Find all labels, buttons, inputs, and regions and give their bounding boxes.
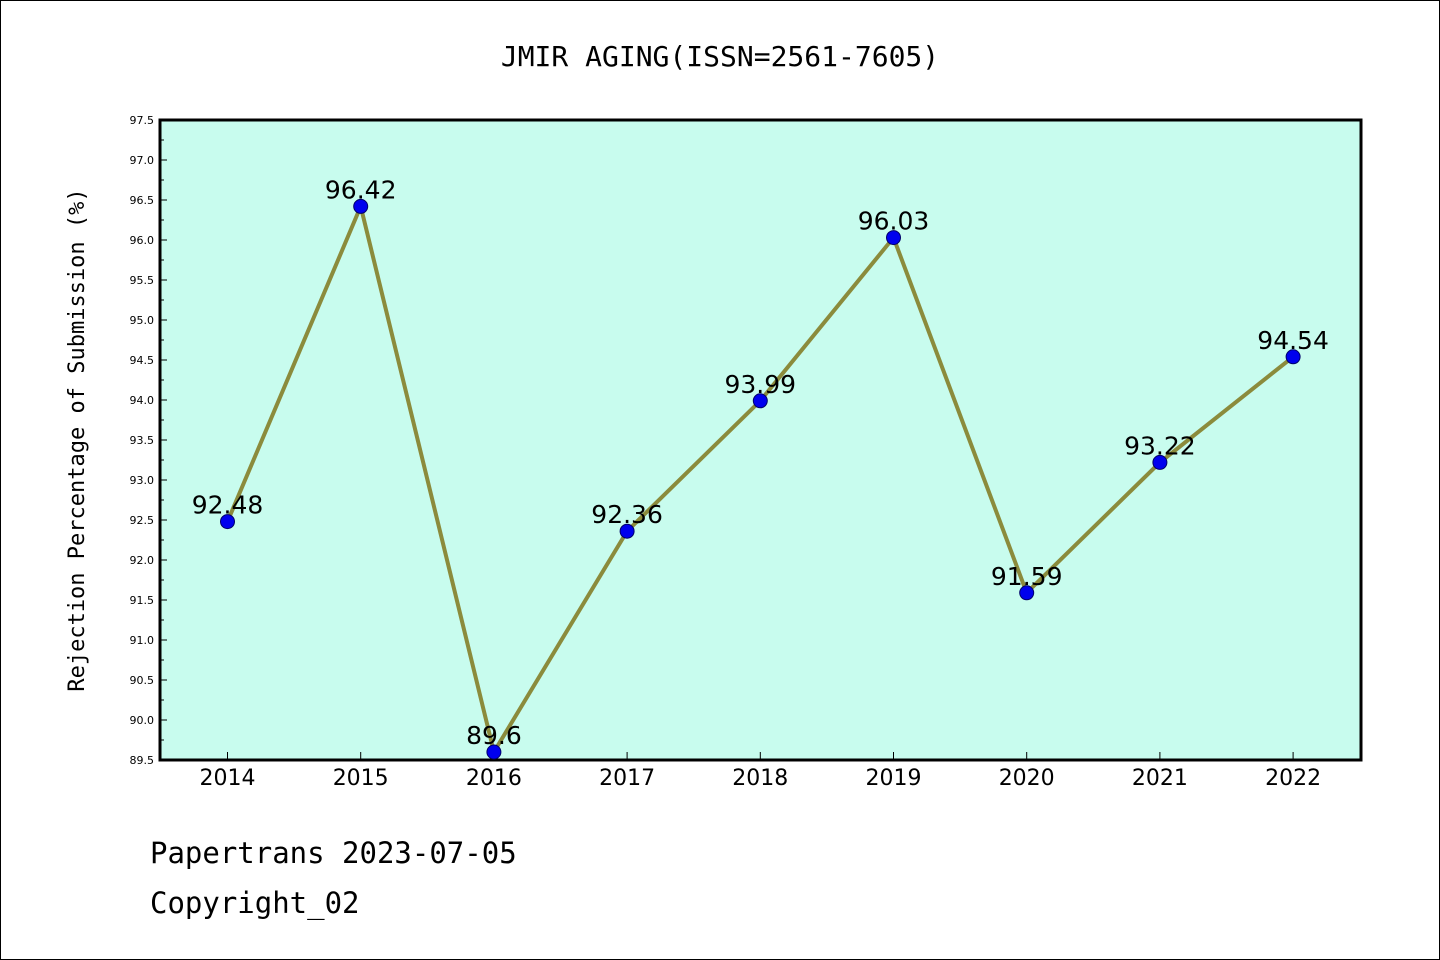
y-tick-label: 94.5 [130, 354, 155, 367]
y-tick-label: 95.0 [130, 314, 155, 327]
data-point [486, 744, 502, 760]
plot-area [158, 118, 1363, 762]
y-tick-label: 92.5 [130, 514, 155, 527]
data-label: 91.59 [991, 562, 1063, 591]
y-tick-label: 92.0 [130, 554, 155, 567]
y-axis-ticks: 89.5 90.0 90.5 91.0 91.5 92.0 92.5 93.0 93.5 94.0… [130, 114, 167, 767]
data-point [1285, 349, 1301, 365]
data-label: 92.48 [192, 491, 264, 520]
y-tick-label: 94.0 [130, 394, 155, 407]
footer-source: Papertrans 2023-07-05 [150, 836, 517, 870]
y-tick-label: 90.0 [130, 714, 155, 727]
y-tick-label: 93.0 [130, 474, 155, 487]
data-label: 96.42 [325, 175, 397, 204]
data-point [1152, 454, 1168, 470]
x-axis-ticks: 2014 2015 2016 2017 2018 2019 2020 2021 2022 [200, 752, 1321, 791]
data-point [752, 393, 768, 409]
series-line-group [220, 198, 1301, 760]
data-labels: 92.48 96.42 89.6 92.36 93.99 96.03 91.59 93.22 9… [192, 175, 1329, 750]
x-tick-label: 2020 [999, 766, 1055, 791]
data-point [1019, 585, 1035, 601]
chart-title: JMIR AGING(ISSN=2561-7605) [501, 40, 939, 73]
data-label: 94.54 [1257, 326, 1329, 355]
y-tick-label: 97.0 [130, 154, 155, 167]
data-point [619, 523, 635, 539]
x-tick-label: 2022 [1265, 766, 1321, 791]
data-label: 96.03 [858, 207, 930, 236]
y-tick-label: 95.5 [130, 274, 155, 287]
x-tick-label: 2017 [599, 766, 655, 791]
data-label: 89.6 [466, 721, 522, 750]
data-point [220, 514, 235, 530]
y-tick-label: 90.5 [130, 674, 155, 687]
y-tick-label: 96.5 [130, 194, 155, 207]
data-point [886, 230, 901, 246]
footer-copyright: Copyright_02 [150, 886, 360, 920]
data-label: 93.99 [725, 370, 797, 399]
x-tick-label: 2014 [200, 766, 256, 791]
data-label: 93.22 [1124, 431, 1196, 460]
y-axis-label: Rejection Percentage of Submission (%) [65, 188, 90, 691]
x-tick-label: 2019 [866, 766, 922, 791]
x-tick-label: 2021 [1132, 766, 1188, 791]
y-tick-label: 97.5 [130, 114, 155, 127]
x-tick-label: 2018 [732, 766, 788, 791]
x-tick-label: 2016 [466, 766, 522, 791]
x-tick-label: 2015 [333, 766, 389, 791]
y-tick-label: 91.0 [130, 634, 155, 647]
data-label: 92.36 [591, 500, 663, 529]
data-point [353, 198, 369, 214]
y-tick-label: 89.5 [130, 754, 155, 767]
y-tick-label: 96.0 [130, 234, 155, 247]
y-tick-label: 91.5 [130, 594, 155, 607]
y-tick-label: 93.5 [130, 434, 155, 447]
